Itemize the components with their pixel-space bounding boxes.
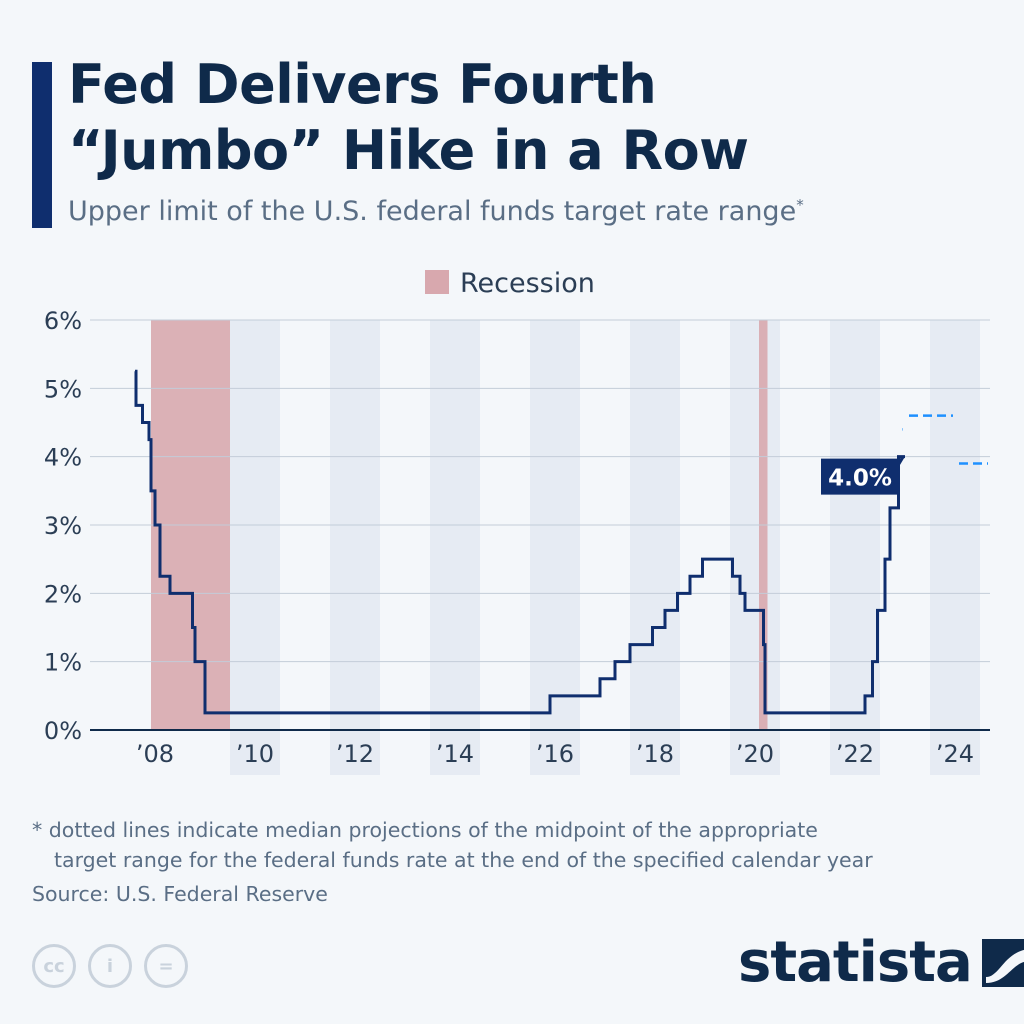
y-tick-label: 4%	[44, 444, 82, 472]
license-icons: cc i =	[32, 944, 188, 988]
title-line-2: “Jumbo” Hike in a Row	[68, 119, 749, 182]
y-tick-label: 1%	[44, 649, 82, 677]
x-tick-label: ’08	[136, 740, 174, 768]
legend: Recession	[425, 268, 595, 299]
x-tick-label: ’20	[736, 740, 774, 768]
footnote-line-2: target range for the federal funds rate …	[54, 848, 873, 872]
y-tick-label: 3%	[44, 512, 82, 540]
chart-title: Fed Delivers Fourth “Jumbo” Hike in a Ro…	[68, 52, 749, 184]
statista-wordmark: statista	[738, 930, 973, 995]
y-tick-label: 2%	[44, 580, 82, 608]
attribution-icon[interactable]: i	[88, 944, 132, 988]
creative-commons-icon[interactable]: cc	[32, 944, 76, 988]
statista-logo-icon	[981, 938, 1024, 987]
no-derivatives-icon[interactable]: =	[144, 944, 188, 988]
y-axis-labels: 0% 1% 2% 3% 4% 5% 6%	[44, 307, 82, 745]
year-band	[330, 320, 380, 775]
footnote-line-1: * dotted lines indicate median projectio…	[32, 818, 818, 842]
grid-lines	[90, 319, 990, 731]
latest-value-callout: 4.0%	[821, 456, 905, 495]
subtitle-asterisk: *	[796, 196, 804, 214]
subtitle-text: Upper limit of the U.S. federal funds ta…	[68, 196, 797, 227]
source-note: Source: U.S. Federal Reserve	[32, 882, 328, 906]
rate-series	[134, 369, 905, 715]
x-tick-label: ’14	[436, 740, 474, 768]
x-tick-label: ’24	[936, 740, 974, 768]
title-line-1: Fed Delivers Fourth	[68, 53, 657, 116]
y-tick-label: 5%	[44, 375, 82, 403]
legend-recession-swatch	[425, 270, 449, 294]
rate-line	[134, 369, 905, 715]
title-accent-bar	[32, 62, 52, 228]
statista-logo[interactable]: statista	[738, 930, 1024, 995]
year-band	[530, 320, 580, 775]
x-tick-label: ’10	[236, 740, 274, 768]
y-tick-label: 6%	[44, 307, 82, 335]
chart-subtitle: Upper limit of the U.S. federal funds ta…	[68, 196, 804, 227]
footnote: * dotted lines indicate median projectio…	[32, 815, 873, 875]
year-band	[630, 320, 680, 775]
y-tick-label: 0%	[44, 717, 82, 745]
x-tick-label: ’18	[636, 740, 674, 768]
x-axis-labels: ’08 ’10 ’12 ’14 ’16 ’18 ’20 ’22 ’24	[136, 740, 974, 768]
alternate-year-bands	[230, 320, 980, 775]
x-tick-label: ’12	[336, 740, 374, 768]
callout-box	[821, 456, 905, 495]
projection-lines	[902, 414, 988, 465]
year-band	[430, 320, 480, 775]
fed-funds-rate-chart: 0%1%2%3%4%5%6% ’08’10’12’14’16’18’20’22’…	[44, 268, 990, 775]
legend-recession-label: Recession	[460, 268, 595, 299]
year-band	[830, 320, 880, 775]
year-band	[930, 320, 980, 775]
year-band	[230, 320, 280, 775]
callout-label: 4.0%	[828, 466, 892, 492]
year-band	[730, 320, 780, 775]
x-tick-label: ’16	[536, 740, 574, 768]
x-tick-label: ’22	[836, 740, 874, 768]
